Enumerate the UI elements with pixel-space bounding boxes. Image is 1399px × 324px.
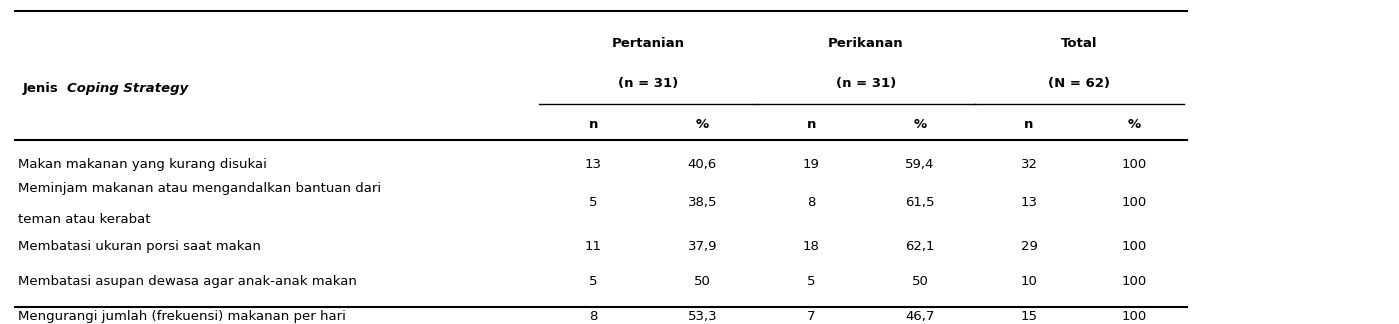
Text: Jenis: Jenis (22, 82, 63, 95)
Text: 100: 100 (1121, 239, 1146, 253)
Text: 13: 13 (585, 157, 602, 171)
Text: 46,7: 46,7 (905, 310, 935, 323)
Text: Makan makanan yang kurang disukai: Makan makanan yang kurang disukai (18, 157, 267, 171)
Text: 100: 100 (1121, 157, 1146, 171)
Text: 32: 32 (1020, 157, 1038, 171)
Text: 100: 100 (1121, 310, 1146, 323)
Text: 50: 50 (912, 275, 929, 288)
Text: %: % (695, 118, 709, 131)
Text: Perikanan: Perikanan (828, 37, 904, 50)
Text: 7: 7 (807, 310, 816, 323)
Text: 100: 100 (1121, 275, 1146, 288)
Text: 40,6: 40,6 (688, 157, 716, 171)
Text: 62,1: 62,1 (905, 239, 935, 253)
Text: 29: 29 (1021, 239, 1038, 253)
Text: Meminjam makanan atau mengandalkan bantuan dari: Meminjam makanan atau mengandalkan bantu… (18, 182, 382, 195)
Text: 10: 10 (1021, 275, 1038, 288)
Text: 5: 5 (589, 196, 597, 209)
Text: 59,4: 59,4 (905, 157, 935, 171)
Text: %: % (914, 118, 926, 131)
Text: n: n (589, 118, 599, 131)
Text: Membatasi asupan dewasa agar anak-anak makan: Membatasi asupan dewasa agar anak-anak m… (18, 275, 357, 288)
Text: 11: 11 (585, 239, 602, 253)
Text: 50: 50 (694, 275, 711, 288)
Text: (N = 62): (N = 62) (1048, 77, 1111, 90)
Text: n: n (1024, 118, 1034, 131)
Text: 13: 13 (1020, 196, 1038, 209)
Text: 18: 18 (803, 239, 820, 253)
Text: 5: 5 (807, 275, 816, 288)
Text: 61,5: 61,5 (905, 196, 935, 209)
Text: 8: 8 (807, 196, 816, 209)
Text: 38,5: 38,5 (687, 196, 718, 209)
Text: Coping Strategy: Coping Strategy (67, 82, 189, 95)
Text: Membatasi ukuran porsi saat makan: Membatasi ukuran porsi saat makan (18, 239, 262, 253)
Text: Pertanian: Pertanian (611, 37, 684, 50)
Text: Total: Total (1060, 37, 1098, 50)
Text: 5: 5 (589, 275, 597, 288)
Text: (n = 31): (n = 31) (618, 77, 679, 90)
Text: 19: 19 (803, 157, 820, 171)
Text: 15: 15 (1020, 310, 1038, 323)
Text: n: n (806, 118, 816, 131)
Text: 8: 8 (589, 310, 597, 323)
Text: 37,9: 37,9 (687, 239, 718, 253)
Text: (n = 31): (n = 31) (835, 77, 895, 90)
Text: teman atau kerabat: teman atau kerabat (18, 213, 151, 226)
Text: 53,3: 53,3 (687, 310, 718, 323)
Text: 100: 100 (1121, 196, 1146, 209)
Text: %: % (1128, 118, 1140, 131)
Text: Mengurangi jumlah (frekuensi) makanan per hari: Mengurangi jumlah (frekuensi) makanan pe… (18, 310, 346, 323)
